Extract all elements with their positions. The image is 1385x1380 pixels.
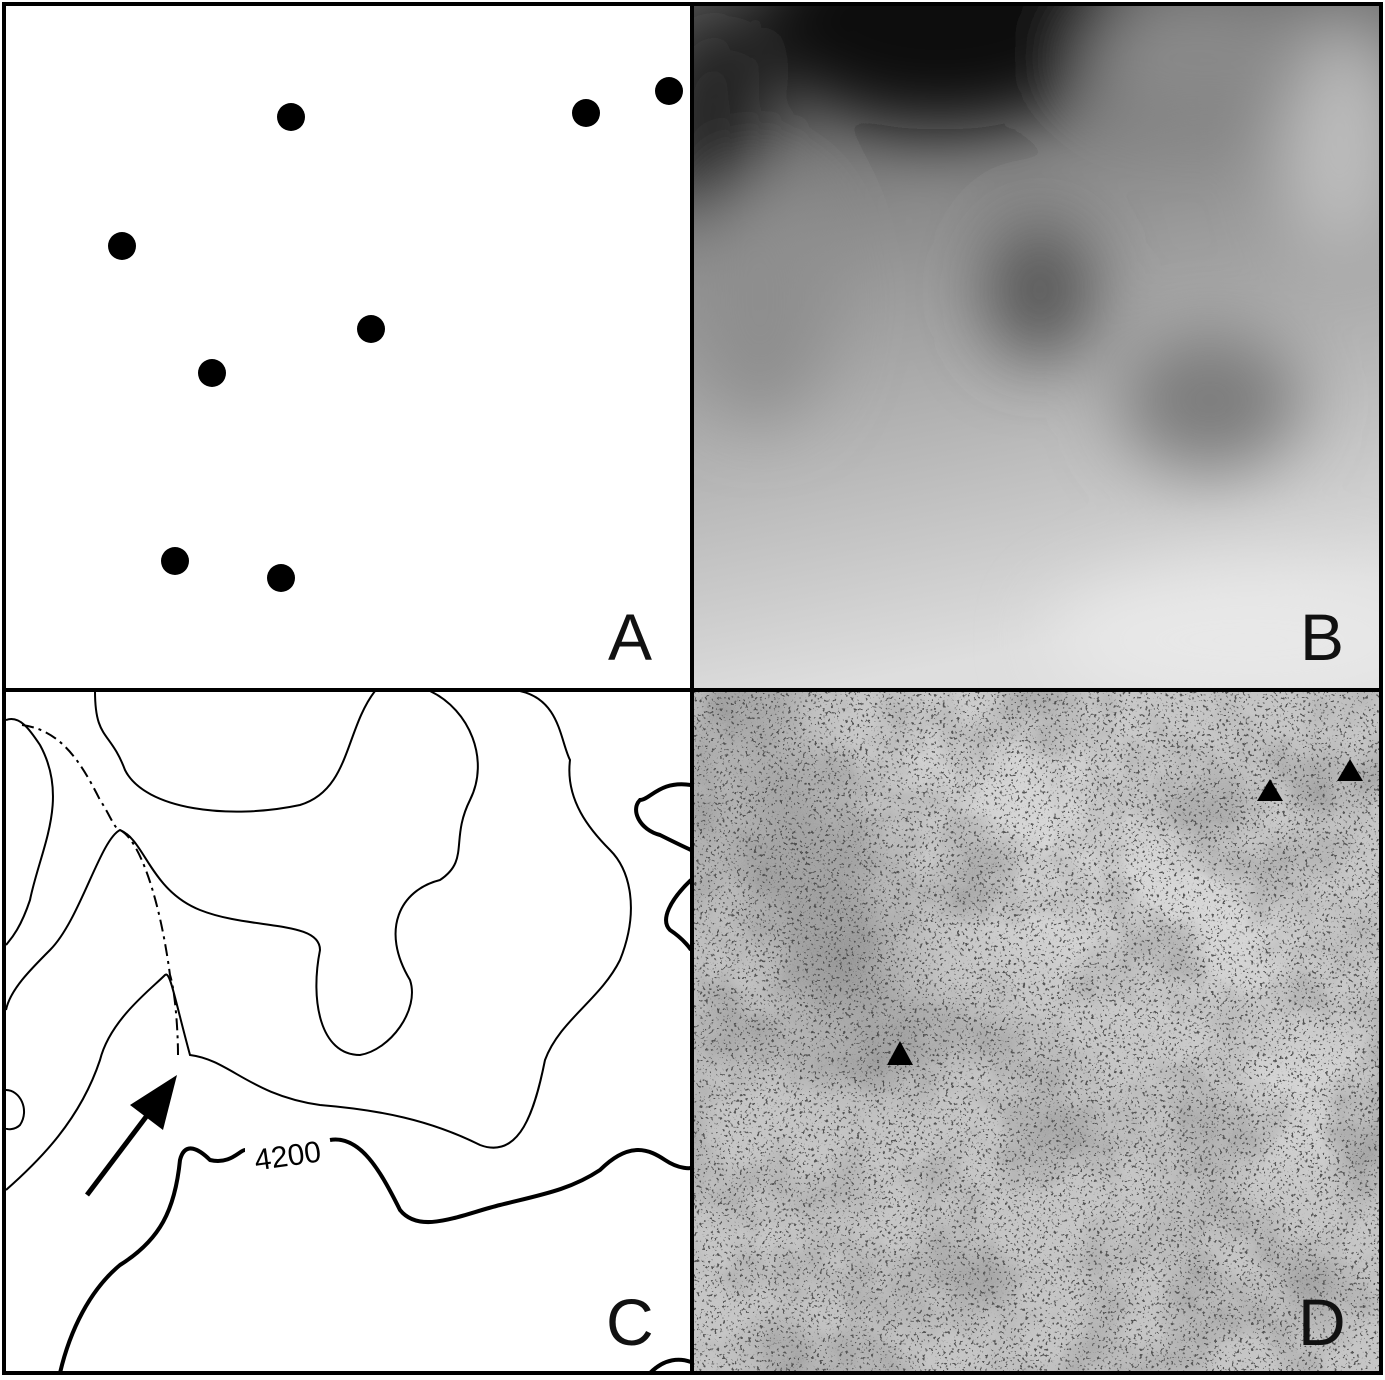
panel-label: A xyxy=(608,600,652,674)
panel-label: D xyxy=(1298,1285,1346,1359)
panel-label: C xyxy=(606,1285,654,1359)
panel-d: D xyxy=(693,691,1379,1373)
markers xyxy=(887,759,1363,1065)
panel-a: A xyxy=(6,6,691,689)
points xyxy=(108,77,683,592)
arrow xyxy=(85,1075,177,1197)
contours xyxy=(6,691,691,1373)
panel-label: B xyxy=(1300,600,1344,674)
panel-b: B xyxy=(693,6,1379,689)
panel-c: 4200 C xyxy=(6,691,691,1373)
